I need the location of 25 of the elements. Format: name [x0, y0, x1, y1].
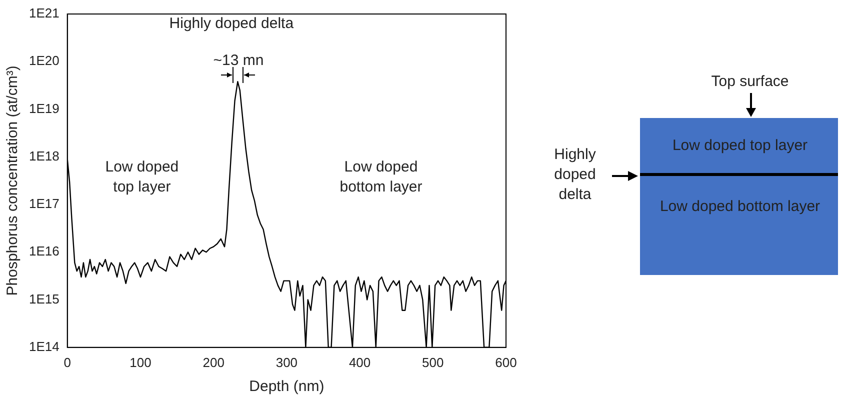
x-tick-label: 0: [64, 354, 71, 370]
x-axis-title: Depth (nm): [249, 378, 324, 396]
y-tick-label: 1E17: [28, 196, 60, 212]
y-tick-label: 1E18: [28, 148, 60, 164]
y-tick-label: 1E19: [28, 100, 60, 116]
annotation: ~13 mn: [213, 52, 264, 69]
text: Highly doped delta: [554, 145, 596, 205]
text: Low doped bottom layer: [660, 197, 820, 217]
annotation: Low doped top layer: [105, 158, 179, 196]
y-tick-label: 1E14: [28, 338, 60, 354]
x-tick-label: 300: [276, 354, 298, 370]
x-tick-label: 200: [202, 354, 224, 370]
y-tick-label: 1E16: [28, 244, 60, 259]
text: Low doped top layer: [672, 136, 808, 156]
annotation: Highly doped delta: [169, 15, 294, 32]
annotation: Low doped bottom layer: [340, 158, 422, 196]
y-tick-label: 1E20: [28, 53, 60, 68]
y-axis-title: Phosphorus concentration (at/cm³): [4, 66, 22, 296]
x-tick-label: 100: [130, 354, 152, 370]
y-tick-label: 1E15: [28, 291, 60, 306]
text: Top surface: [711, 72, 789, 92]
y-tick-label: 1E21: [28, 6, 60, 21]
x-tick-label: 600: [495, 354, 517, 370]
x-tick-label: 400: [348, 354, 371, 370]
x-tick-label: 500: [422, 354, 444, 370]
